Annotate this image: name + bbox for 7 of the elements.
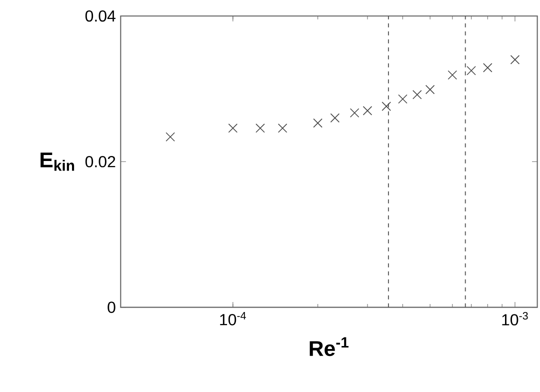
x-tick-label: 10$^{-4}$ [220,312,246,326]
x-tick-label: 10$^{-3}$ [502,312,528,326]
y-tick-label: 0 [108,302,116,313]
y-tick-label: 0.04 [85,10,116,22]
y-axis-title: E$_{kin}$ [40,152,74,171]
x-axis-title: Re$^{-1}$ [310,337,349,356]
y-tick-label: 0.02 [85,156,116,168]
